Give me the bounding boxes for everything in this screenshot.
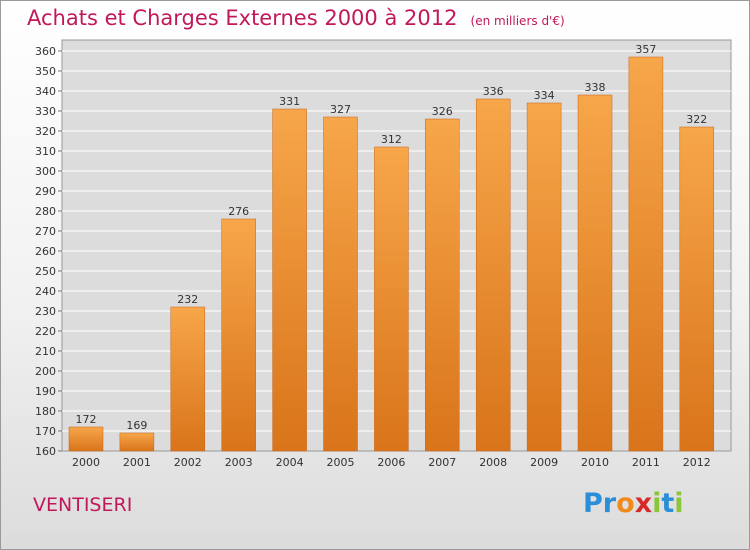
- data-label: 327: [330, 103, 351, 116]
- x-tick-label: 2002: [174, 456, 202, 469]
- y-tick-label: 230: [35, 305, 56, 318]
- data-label: 336: [483, 85, 504, 98]
- data-label: 331: [279, 95, 300, 108]
- y-tick-label: 220: [35, 325, 56, 338]
- logo-letter: x: [634, 488, 653, 519]
- y-tick-label: 210: [35, 345, 56, 358]
- bar: [272, 108, 307, 452]
- x-tick-label: 2005: [327, 456, 355, 469]
- y-tick-label: 160: [35, 445, 56, 458]
- commune-name: VENTISERI: [33, 494, 133, 516]
- data-label: 322: [686, 113, 707, 126]
- data-label: 172: [76, 413, 97, 426]
- bar: [475, 98, 511, 452]
- y-tick-label: 350: [35, 65, 56, 78]
- data-label: 357: [635, 43, 656, 56]
- x-tick-label: 2008: [479, 456, 507, 469]
- x-tick-label: 2011: [632, 456, 660, 469]
- logo-letter: i: [652, 488, 662, 519]
- bar: [119, 432, 155, 452]
- bar: [323, 116, 358, 452]
- x-tick-label: 2009: [530, 456, 558, 469]
- y-tick-label: 240: [35, 285, 56, 298]
- bar: [68, 426, 104, 452]
- x-tick-label: 2000: [72, 456, 100, 469]
- bars: [68, 56, 715, 452]
- x-tick-label: 2010: [581, 456, 609, 469]
- x-tick-label: 2006: [377, 456, 405, 469]
- bar: [170, 306, 206, 452]
- y-tick-label: 290: [35, 185, 56, 198]
- bar: [628, 56, 664, 452]
- y-tick-label: 330: [35, 105, 56, 118]
- chart-title: Achats et Charges Externes 2000 à 2012: [27, 6, 458, 30]
- logo-letter: o: [616, 488, 635, 519]
- y-axis-ticks: 160 170 180 190 200 210 220 230 240 250 260 270 280 2…: [35, 45, 62, 458]
- data-label: 326: [432, 105, 453, 118]
- x-tick-label: 2004: [276, 456, 304, 469]
- bar: [577, 94, 613, 452]
- y-tick-label: 320: [35, 125, 56, 138]
- x-tick-label: 2012: [683, 456, 711, 469]
- y-tick-label: 260: [35, 245, 56, 258]
- y-tick-label: 300: [35, 165, 56, 178]
- bar: [526, 102, 562, 452]
- logo-letter: P: [583, 488, 603, 519]
- logo-letter: t: [661, 488, 675, 519]
- bar: [425, 118, 460, 452]
- y-tick-label: 250: [35, 265, 56, 278]
- y-tick-label: 200: [35, 365, 56, 378]
- y-tick-label: 280: [35, 205, 56, 218]
- logo-letter: r: [602, 488, 617, 519]
- data-labels: 172 169 232 276 331 327 312 326 336 334 338 357 322: [76, 43, 708, 432]
- logo-letter: i: [674, 488, 684, 519]
- proxiti-logo[interactable]: Proxiti: [583, 488, 684, 519]
- x-tick-label: 2003: [225, 456, 253, 469]
- title-block: Achats et Charges Externes 2000 à 2012 (…: [27, 6, 565, 30]
- data-label: 276: [228, 205, 249, 218]
- data-label: 312: [381, 133, 402, 146]
- bar: [221, 218, 256, 452]
- data-label: 232: [177, 293, 198, 306]
- y-tick-label: 270: [35, 225, 56, 238]
- y-tick-label: 360: [35, 45, 56, 58]
- data-label: 169: [126, 419, 147, 432]
- y-tick-label: 180: [35, 405, 56, 418]
- y-tick-label: 170: [35, 425, 56, 438]
- x-tick-label: 2001: [123, 456, 151, 469]
- x-tick-label: 2007: [428, 456, 456, 469]
- y-tick-label: 340: [35, 85, 56, 98]
- y-tick-label: 190: [35, 385, 56, 398]
- bar: [679, 126, 715, 452]
- data-label: 338: [585, 81, 606, 94]
- y-tick-label: 310: [35, 145, 56, 158]
- data-label: 334: [534, 89, 555, 102]
- chart-subtitle: (en milliers d'€): [470, 14, 565, 28]
- bar: [374, 146, 409, 452]
- x-axis-ticks: 2000 2001 2002 2003 2004 2005 2006 2007 2008 2009…: [72, 456, 711, 469]
